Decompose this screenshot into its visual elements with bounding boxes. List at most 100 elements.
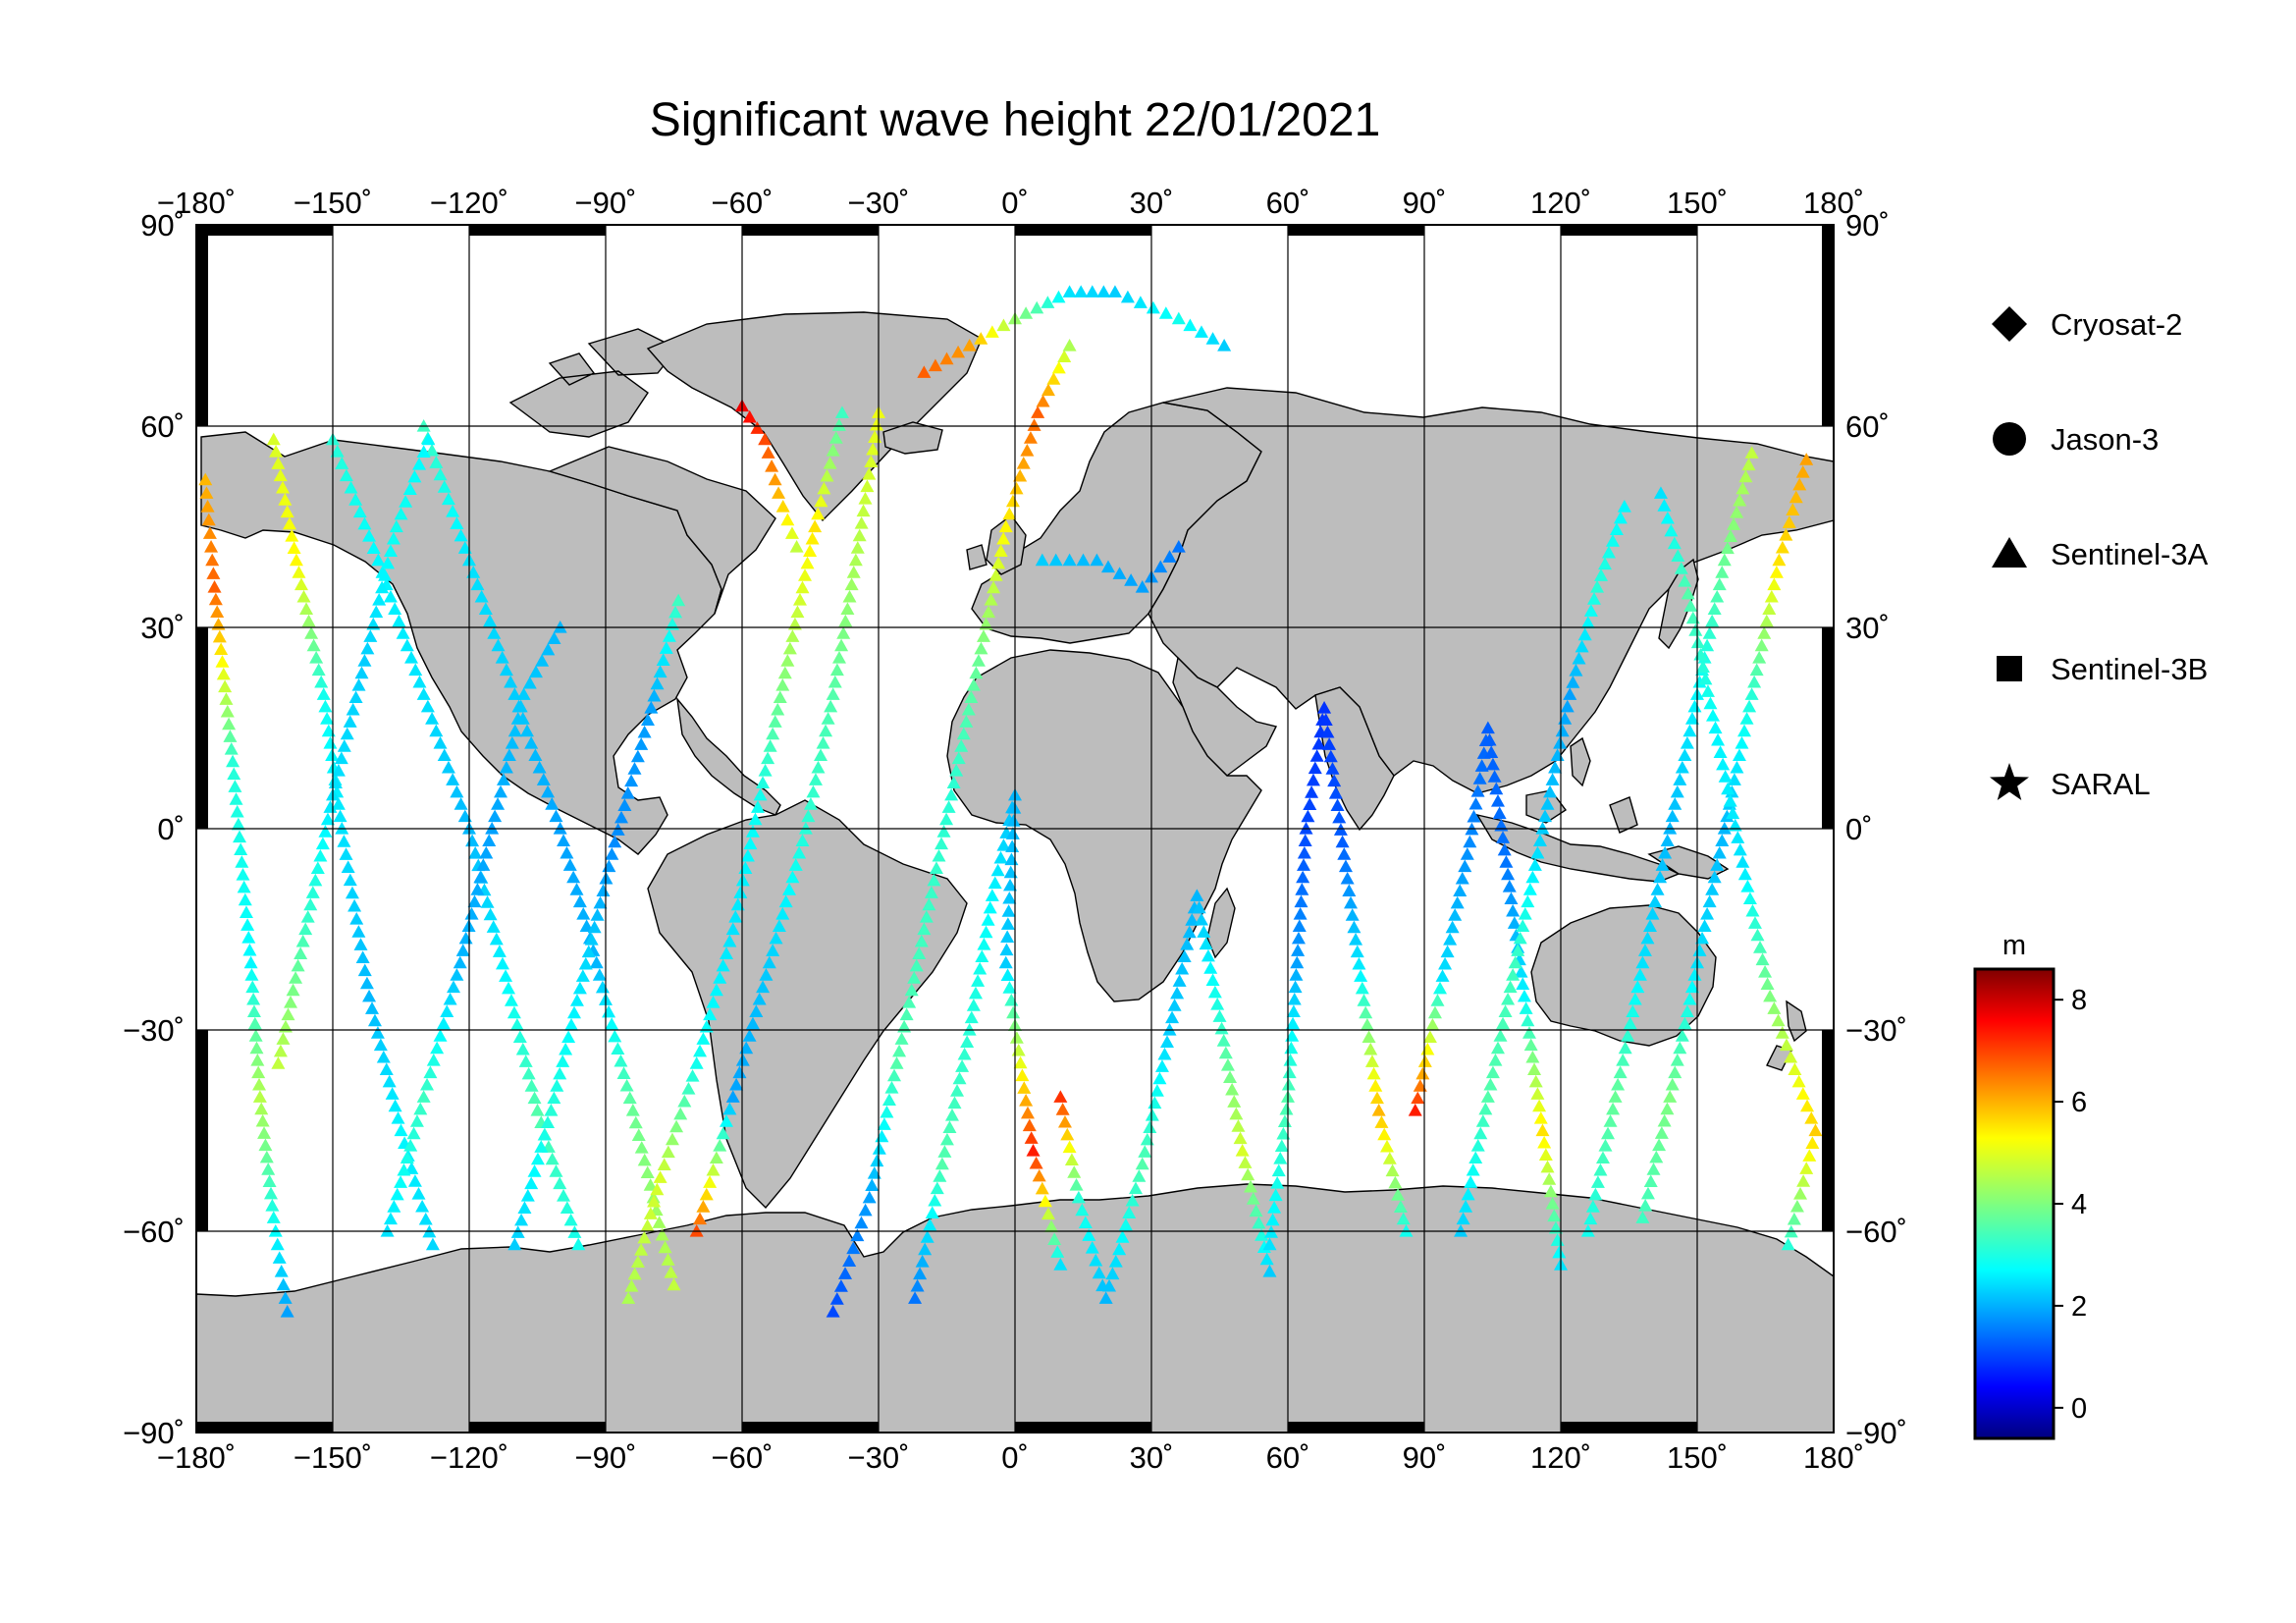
- measurement-point: [743, 837, 758, 850]
- measurement-point: [772, 919, 786, 932]
- measurement-point: [343, 715, 357, 728]
- legend-item-saral: SARAL: [1990, 763, 2151, 801]
- measurement-point: [1484, 745, 1499, 758]
- measurement-point: [1650, 883, 1665, 895]
- measurement-point: [1740, 880, 1755, 893]
- measurement-point: [556, 1055, 570, 1067]
- measurement-point: [915, 1255, 930, 1268]
- lon-tick-label-bottom: 0˚: [1001, 1440, 1029, 1475]
- measurement-point: [999, 943, 1014, 956]
- measurement-point: [464, 906, 479, 920]
- measurement-point: [262, 1174, 277, 1188]
- measurement-point: [1360, 1018, 1374, 1031]
- measurement-point: [1792, 477, 1807, 491]
- measurement-point: [608, 835, 622, 848]
- measurement-point: [722, 1102, 737, 1115]
- measurement-point: [446, 980, 460, 994]
- measurement-point: [784, 526, 799, 539]
- measurement-point: [1739, 712, 1754, 725]
- measurement-point: [480, 895, 495, 908]
- measurement-point: [289, 553, 303, 567]
- measurement-point: [932, 848, 946, 862]
- measurement-point: [527, 1164, 542, 1177]
- measurement-point: [335, 822, 349, 835]
- measurement-point: [1006, 1005, 1021, 1019]
- measurement-point: [1344, 895, 1359, 909]
- measurement-point: [564, 1018, 579, 1031]
- measurement-point: [1291, 931, 1306, 945]
- measurement-point: [331, 763, 346, 777]
- measurement-point: [1755, 952, 1770, 966]
- measurement-point: [831, 418, 846, 431]
- measurement-point: [1681, 586, 1695, 600]
- measurement-point: [1513, 931, 1527, 945]
- measurement-point: [286, 983, 300, 997]
- measurement-point: [976, 629, 990, 642]
- measurement-point: [233, 830, 247, 843]
- satellite-track: [271, 432, 436, 1069]
- measurement-point: [502, 981, 516, 995]
- measurement-point: [1320, 725, 1335, 738]
- measurement-point: [1172, 974, 1187, 987]
- measurement-point: [266, 1211, 281, 1223]
- measurement-point: [1199, 937, 1213, 950]
- measurement-point: [951, 751, 966, 765]
- measurement-point: [296, 589, 311, 603]
- measurement-point: [647, 1194, 662, 1208]
- measurement-point: [441, 492, 455, 506]
- measurement-point: [416, 445, 431, 458]
- measurement-point: [372, 593, 387, 606]
- measurement-point: [1590, 580, 1605, 593]
- lon-tick-label-top: 60˚: [1266, 186, 1310, 220]
- measurement-point: [282, 516, 296, 530]
- lon-tick-label-top: −180˚: [157, 186, 236, 220]
- legend-label: Sentinel-3A: [2051, 537, 2209, 571]
- measurement-point: [627, 1267, 642, 1280]
- colorbar-ticks: 0 2 4 6 8: [2054, 985, 2087, 1425]
- measurement-point: [1799, 1162, 1814, 1174]
- measurement-point: [919, 910, 934, 923]
- satellite-track: [507, 593, 686, 1251]
- measurement-point: [1715, 834, 1730, 847]
- measurement-point: [1000, 930, 1015, 943]
- measurement-point: [1569, 664, 1583, 676]
- measurement-point: [499, 663, 513, 676]
- measurement-point: [665, 1132, 679, 1146]
- measurement-point: [1523, 1038, 1538, 1052]
- measurement-point: [956, 727, 971, 740]
- measurement-point: [864, 455, 879, 468]
- measurement-point: [314, 675, 329, 688]
- measurement-point: [709, 983, 723, 997]
- measurement-point: [200, 500, 215, 513]
- measurement-point: [739, 1041, 754, 1055]
- measurement-point: [936, 825, 951, 838]
- measurement-point: [834, 406, 849, 418]
- measurement-point: [433, 467, 448, 481]
- measurement-point: [1350, 945, 1364, 958]
- measurement-point: [653, 665, 667, 678]
- measurement-point: [234, 842, 248, 855]
- measurement-point: [887, 1068, 902, 1082]
- measurement-point: [379, 1062, 394, 1075]
- measurement-point: [1466, 1163, 1480, 1176]
- measurement-point: [848, 553, 863, 567]
- measurement-point: [292, 566, 306, 578]
- measurement-point: [375, 580, 390, 594]
- measurement-point: [808, 773, 823, 785]
- measurement-point: [624, 1279, 639, 1292]
- measurement-point: [1064, 1153, 1079, 1165]
- measurement-point: [1308, 761, 1322, 775]
- measurement-point: [1723, 529, 1737, 542]
- measurement-point: [1041, 1207, 1055, 1220]
- measurement-point: [1415, 1066, 1430, 1080]
- measurement-point: [337, 835, 351, 847]
- measurement-point: [1613, 511, 1628, 524]
- measurement-point: [1182, 925, 1197, 939]
- measurement-point: [1511, 944, 1525, 956]
- measurement-point: [658, 1240, 672, 1254]
- measurement-point: [725, 1090, 740, 1103]
- measurement-point: [323, 800, 338, 813]
- measurement-point: [271, 457, 286, 469]
- measurement-point: [1757, 626, 1772, 639]
- measurement-point: [1795, 1087, 1810, 1100]
